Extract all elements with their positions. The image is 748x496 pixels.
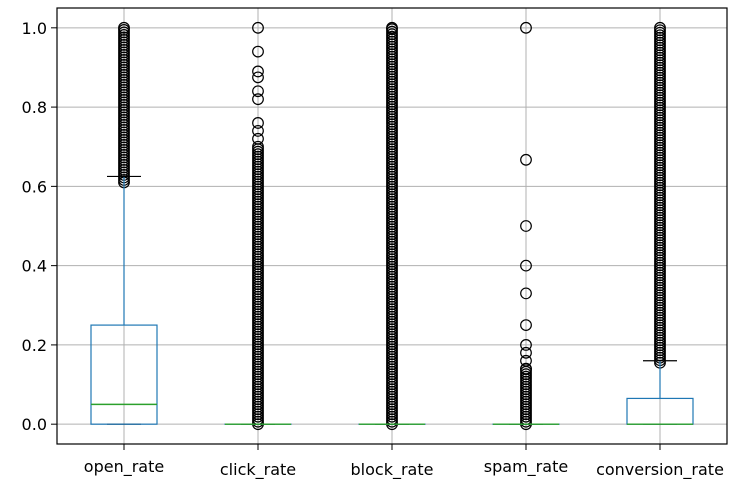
outlier-point	[118, 21, 130, 34]
box-iqr	[90, 324, 158, 425]
outlier-point	[520, 362, 532, 375]
y-tick-label: 0.6	[22, 177, 47, 196]
x-axis-ticks: open_rate click_rate block_rate spam_rate co…	[84, 444, 724, 480]
outlier-point	[520, 319, 532, 331]
box-conversion_rate	[626, 21, 694, 425]
outlier-point	[520, 259, 532, 272]
y-axis-ticks: 0.0 0.2 0.4 0.6 0.8 1.0	[22, 19, 57, 434]
box-block_rate	[358, 21, 426, 431]
y-tick-label: 0.2	[22, 336, 47, 355]
plot-area	[90, 21, 694, 431]
x-tick-label: click_rate	[220, 460, 296, 480]
box-click_rate	[224, 21, 292, 431]
y-tick-label: 0.4	[22, 257, 47, 276]
outlier-point	[520, 346, 532, 359]
box-open_rate	[90, 21, 158, 425]
outlier-point	[252, 85, 264, 98]
outlier-point	[520, 287, 532, 300]
outlier-point	[252, 71, 264, 84]
outlier-point	[252, 140, 264, 153]
outlier-point	[252, 132, 264, 145]
outlier-point	[520, 153, 532, 166]
outlier-point	[252, 65, 264, 78]
y-tick-label: 0.0	[22, 415, 47, 434]
outlier-point	[386, 21, 398, 34]
outlier-point	[252, 21, 264, 34]
outlier-point	[252, 124, 264, 137]
x-tick-label: open_rate	[84, 457, 164, 477]
outlier-point	[654, 21, 666, 34]
x-tick-label: block_rate	[351, 460, 434, 480]
x-tick-label: conversion_rate	[596, 460, 724, 480]
y-tick-label: 1.0	[22, 19, 47, 38]
outlier-point	[520, 220, 532, 232]
outlier-point	[520, 339, 532, 351]
box-spam_rate	[492, 21, 560, 431]
y-tick-label: 0.8	[22, 98, 47, 117]
x-tick-label: spam_rate	[484, 457, 568, 477]
outlier-point	[252, 45, 264, 58]
outlier-point	[520, 354, 532, 367]
outlier-point	[520, 21, 532, 34]
outlier-point	[252, 117, 264, 129]
outlier-point	[252, 93, 264, 106]
